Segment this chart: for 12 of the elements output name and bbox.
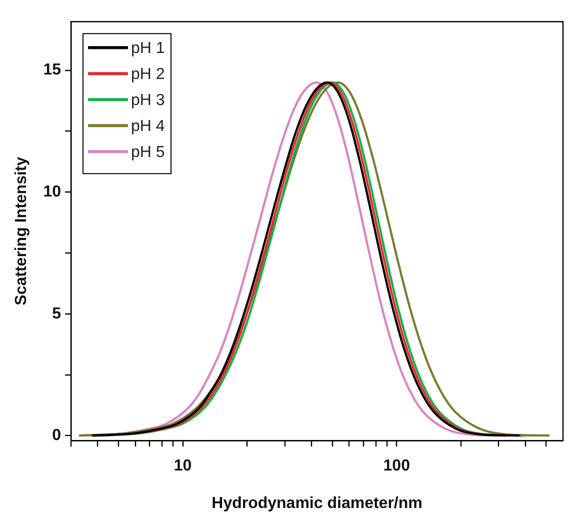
x-axis-title: Hydrodynamic diameter/nm <box>212 494 422 512</box>
y-axis-title: Scattering Intensity <box>13 156 30 306</box>
legend-label: pH 4 <box>130 118 165 136</box>
y-tick-label: 10 <box>43 184 62 201</box>
legend-label: pH 5 <box>130 144 165 162</box>
y-tick-label: 0 <box>52 427 62 444</box>
y-tick-label: 5 <box>52 305 62 322</box>
legend-label: pH 3 <box>130 92 165 110</box>
legend-label: pH 2 <box>130 66 165 84</box>
legend-label: pH 1 <box>130 40 165 58</box>
y-tick-label: 15 <box>43 62 62 79</box>
x-tick-label: 100 <box>383 458 410 475</box>
